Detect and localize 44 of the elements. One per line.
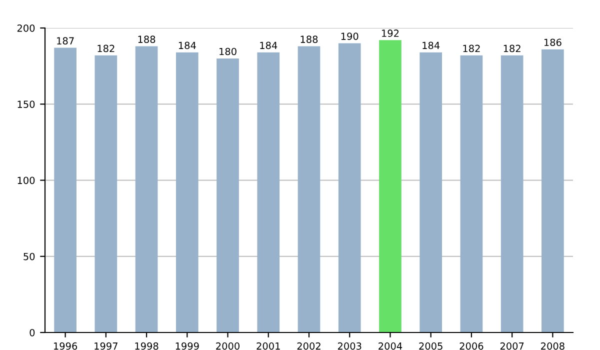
data-label: 192 [382, 30, 399, 37]
x-tick-label: 1996 [54, 342, 78, 350]
bar [500, 55, 524, 332]
data-label: 188 [300, 36, 318, 43]
data-label: 188 [138, 36, 156, 43]
bar [379, 40, 402, 332]
x-tick-label: 2002 [297, 342, 320, 350]
bar [420, 52, 442, 332]
bar [54, 48, 76, 332]
y-tick-label: 0 [30, 328, 35, 336]
bar [94, 55, 118, 332]
data-label: 190 [341, 32, 358, 40]
y-tick-label: 50 [24, 252, 35, 260]
data-label: 187 [57, 37, 74, 45]
bar [542, 49, 564, 332]
data-label: 186 [544, 38, 562, 46]
x-tick-label: 2008 [541, 342, 564, 350]
bar [338, 43, 361, 332]
y-tick-label: 100 [18, 176, 35, 184]
bar [176, 52, 198, 332]
bar [460, 55, 483, 332]
x-tick-label: 2004 [378, 342, 402, 350]
data-label: 182 [98, 44, 114, 52]
bar [298, 46, 320, 332]
bar [257, 52, 280, 332]
x-tick-label: 2003 [338, 342, 362, 350]
y-tick-label: 200 [17, 24, 35, 32]
y-tick-label: 150 [18, 100, 35, 108]
data-label: 182 [463, 44, 480, 52]
bar [216, 58, 239, 332]
data-label: 184 [178, 42, 196, 50]
data-label: 180 [220, 48, 236, 56]
data-label: 184 [260, 42, 278, 50]
x-tick-label: 1998 [135, 342, 158, 350]
x-tick-label: 2001 [256, 342, 280, 350]
data-label: 184 [422, 42, 440, 50]
bar [135, 46, 158, 332]
x-tick-label: 1999 [176, 342, 199, 350]
data-label: 182 [504, 44, 520, 52]
x-tick-label: 2000 [216, 342, 240, 350]
x-tick-label: 2007 [500, 342, 524, 350]
x-tick-label: 2006 [460, 342, 484, 350]
x-tick-label: 1997 [94, 342, 118, 350]
x-tick-label: 2005 [419, 342, 442, 350]
